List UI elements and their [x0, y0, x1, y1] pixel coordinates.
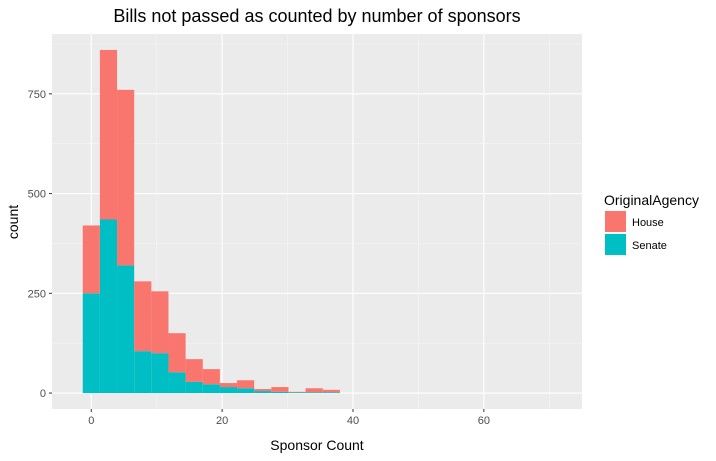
x-tick-label: 0 [88, 415, 94, 427]
chart-title: Bills not passed as counted by number of… [113, 6, 520, 26]
legend-label-senate: Senate [632, 240, 667, 252]
x-tick-label: 60 [478, 415, 490, 427]
legend-key-senate [605, 234, 626, 255]
bar-senate [99, 219, 118, 394]
bar-house [151, 291, 169, 354]
y-tick-label: 0 [40, 388, 46, 400]
bar-senate [237, 388, 255, 394]
legend-key-house [605, 211, 626, 232]
legend: OriginalAgency House Senate [604, 192, 699, 255]
y-axis-ticks: 0 250 500 750 [28, 89, 52, 400]
bar-house [117, 89, 135, 266]
bar-senate [82, 293, 100, 394]
bar-house [134, 281, 152, 352]
bar-house [202, 369, 220, 385]
bar-house [237, 380, 255, 389]
bar-house [254, 389, 272, 392]
x-tick-label: 40 [347, 415, 359, 427]
bar-senate [322, 392, 340, 394]
bar-senate [288, 392, 306, 394]
bar-house [271, 387, 289, 392]
legend-label-house: House [632, 217, 664, 229]
bars [82, 49, 340, 394]
legend-items: House Senate [605, 211, 667, 255]
bar-house [168, 333, 186, 373]
y-tick-label: 500 [28, 189, 46, 201]
bar-house [322, 389, 340, 393]
bar-senate [117, 265, 135, 394]
y-axis-title: count [5, 205, 21, 239]
y-tick-label: 750 [28, 89, 46, 101]
y-tick-label: 250 [28, 288, 46, 300]
legend-title: OriginalAgency [604, 192, 699, 208]
x-axis-title: Sponsor Count [270, 437, 364, 453]
bar-house [82, 225, 100, 294]
bar-senate [305, 392, 323, 394]
bar-house [185, 359, 203, 382]
bar-senate [134, 351, 152, 394]
bar-senate [219, 387, 238, 394]
bar-senate [185, 381, 203, 394]
bar-senate [271, 391, 289, 394]
bar-senate [254, 391, 272, 394]
bar-house [288, 391, 306, 393]
x-axis-ticks: 0 20 40 60 [88, 409, 490, 427]
bar-senate [202, 384, 220, 394]
grid-lines [52, 34, 582, 409]
bar-house [99, 49, 118, 220]
bar-senate [151, 353, 169, 394]
x-tick-label: 20 [216, 415, 228, 427]
bar-house [219, 383, 238, 388]
bar-senate [168, 372, 186, 394]
bar-house [305, 388, 323, 393]
